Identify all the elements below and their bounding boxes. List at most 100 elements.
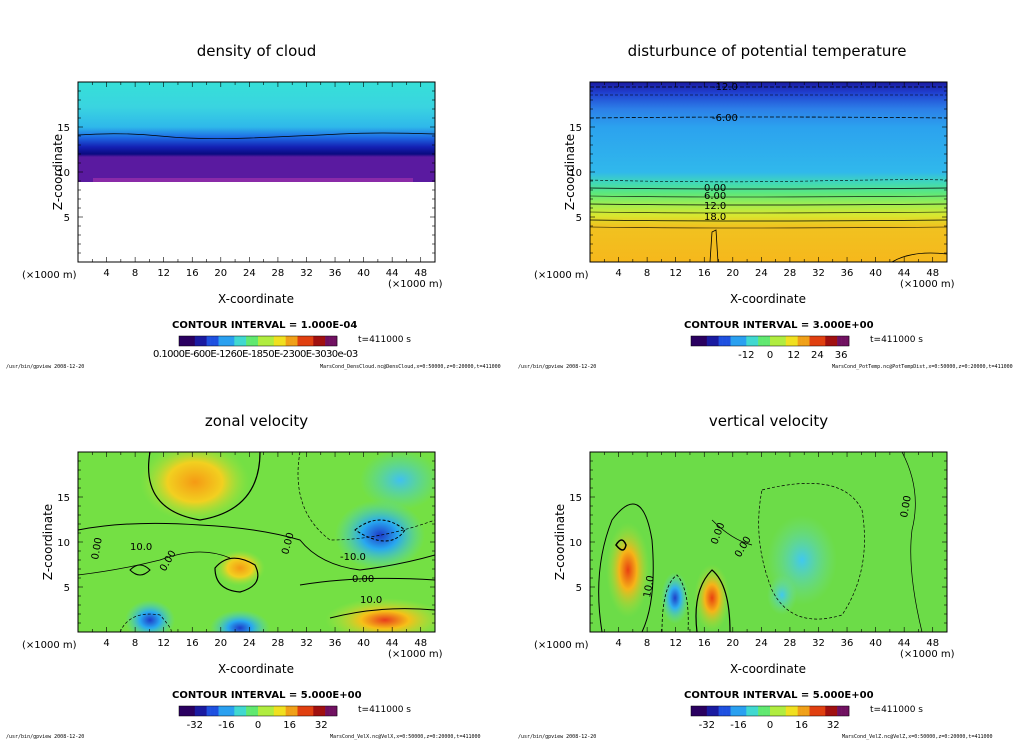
- colorbar-swatch: [198, 706, 203, 716]
- footer-right: MarsCond_VelX.nc@VelX,x=0:50000,z=0:2000…: [330, 734, 481, 740]
- contour-line: [661, 574, 689, 632]
- colorbar-swatch: [273, 706, 279, 716]
- x-tick-label: 20: [214, 638, 227, 649]
- colorbar-swatch: [762, 706, 767, 716]
- colorbar-labels: -32 -16 0 16 32: [699, 720, 840, 731]
- x-tick-label: 40: [357, 638, 370, 649]
- x-unit-right: (×1000 m): [900, 649, 955, 660]
- contour-line: [758, 483, 865, 620]
- x-tick-label: 20: [214, 268, 227, 279]
- colorbar-swatch: [710, 336, 715, 346]
- colorbar-swatch: [785, 706, 791, 716]
- x-tick-label: 16: [186, 638, 199, 649]
- colorbar-labels: -32 -16 0 16 32: [187, 720, 328, 731]
- time-label: t=411000 s: [870, 335, 923, 345]
- colorbar-swatch: [321, 336, 326, 346]
- field-blob: [140, 452, 250, 522]
- y-axis-label: Z-coordinate: [51, 134, 65, 210]
- contour-line: [129, 564, 151, 576]
- x-tick-label: 44: [386, 638, 399, 649]
- x-tick-label: 32: [300, 268, 313, 279]
- colorbar-label: 16: [795, 720, 808, 731]
- colorbar-swatch: [738, 706, 743, 716]
- contour-interval: CONTOUR INTERVAL = 5.000E+00: [172, 690, 362, 701]
- x-unit-right: (×1000 m): [388, 649, 443, 660]
- contour-interval: CONTOUR INTERVAL = 5.000E+00: [684, 690, 874, 701]
- colorbar-swatch: [214, 706, 219, 716]
- x-tick-label: 4: [615, 638, 621, 649]
- colorbar-swatch: [202, 706, 207, 716]
- colorbar-label: 0: [255, 720, 261, 731]
- contour-line: [598, 503, 654, 632]
- field-blob: [125, 600, 175, 632]
- y-tick-label: 15: [569, 493, 582, 504]
- x-unit-left: (×1000 m): [534, 270, 589, 281]
- y-tick-label: 15: [57, 123, 70, 134]
- panel-zonal-velocity: zonal velocity: [0, 370, 512, 740]
- cloud-base-band: [93, 178, 413, 182]
- colorbar-swatch: [261, 336, 267, 346]
- colorbar-swatch: [762, 336, 767, 346]
- colorbar-swatch: [766, 706, 771, 716]
- time-label: t=411000 s: [358, 705, 411, 715]
- colorbar-swatch: [250, 336, 255, 346]
- colorbar-swatch: [718, 336, 723, 346]
- footer-left: /usr/bin/gpview 2008-12-20: [518, 364, 597, 370]
- colorbar-label: 36: [835, 350, 848, 361]
- x-tick-label: 32: [300, 638, 313, 649]
- chart-title: disturbunce of potential temperature: [627, 42, 907, 60]
- x-tick-label: 12: [669, 268, 682, 279]
- field-blob: [694, 564, 730, 632]
- contour-line: [695, 569, 731, 632]
- footer-left: /usr/bin/gpview 2008-12-20: [6, 364, 85, 370]
- colorbar-swatch: [821, 336, 826, 346]
- colorbar-swatch: [734, 706, 739, 716]
- x-tick-label: 40: [869, 638, 882, 649]
- colorbar-swatch: [694, 706, 700, 716]
- colorbar-swatch: [202, 336, 207, 346]
- colorbar-swatch: [726, 706, 731, 716]
- field-blob: [325, 598, 435, 632]
- colorbar-swatch: [226, 706, 231, 716]
- contour-label: 6.00: [704, 191, 726, 202]
- colorbar-label: 32: [827, 720, 840, 731]
- x-axis-label: X-coordinate: [730, 292, 806, 306]
- colorbar-swatch: [785, 336, 791, 346]
- colorbar-swatch: [758, 706, 763, 716]
- footer-right: MarsCond_VelZ.nc@VelZ,x=0:50000,z=0:2000…: [842, 734, 993, 740]
- x-tick-label: 8: [132, 268, 138, 279]
- colorbar-swatch: [797, 706, 802, 716]
- field-blob: [661, 572, 689, 624]
- x-unit-right: (×1000 m): [388, 279, 443, 290]
- contour-line: [891, 252, 948, 263]
- colorbar-swatch: [698, 706, 704, 716]
- contour-label: 12.0: [704, 201, 726, 212]
- contour-line: [589, 219, 948, 222]
- colorbar-swatch: [301, 336, 306, 346]
- y-tick-label: 10: [569, 538, 582, 549]
- colorbar-label: -32: [699, 720, 715, 731]
- contour-label: -6.00: [712, 113, 738, 124]
- panel-density-of-cloud: density of cloud 4 8 12 16 20 24 28 32 36 40 44 48 5…: [0, 0, 512, 370]
- colorbar-swatch: [730, 706, 735, 716]
- contour-line: [297, 452, 435, 541]
- colorbar-swatch: [258, 706, 263, 716]
- colorbar-swatch: [706, 706, 712, 716]
- colorbar-swatch: [813, 336, 818, 346]
- colorbar-swatch: [254, 336, 259, 346]
- colorbar-swatch: [710, 706, 715, 716]
- field-blob: [606, 522, 650, 618]
- x-tick-label: 36: [841, 268, 854, 279]
- colorbar-swatch: [329, 336, 334, 346]
- contour-line: [901, 452, 923, 632]
- colorbar-swatch: [722, 336, 727, 346]
- colorbar-swatch: [770, 336, 775, 346]
- colorbar-swatch: [254, 706, 259, 716]
- colorbar-label: 24: [811, 350, 824, 361]
- colorbar: [178, 335, 338, 347]
- colorbar-swatch: [289, 706, 294, 716]
- colorbar-swatch: [246, 336, 251, 346]
